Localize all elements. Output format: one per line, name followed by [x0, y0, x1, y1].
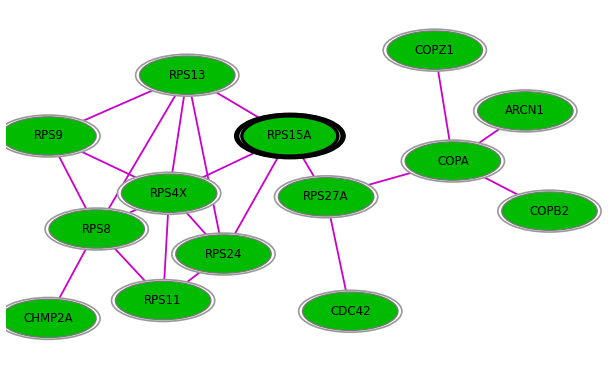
Text: COPZ1: COPZ1: [415, 44, 455, 57]
Ellipse shape: [0, 115, 100, 157]
Text: RPS27A: RPS27A: [303, 190, 349, 203]
Ellipse shape: [275, 176, 378, 218]
Ellipse shape: [405, 142, 501, 180]
Ellipse shape: [111, 280, 215, 322]
Ellipse shape: [242, 117, 338, 155]
Text: COPA: COPA: [437, 154, 469, 168]
Ellipse shape: [51, 211, 143, 247]
Ellipse shape: [299, 290, 402, 332]
Ellipse shape: [45, 208, 148, 250]
Ellipse shape: [401, 140, 505, 182]
Ellipse shape: [0, 297, 100, 339]
Ellipse shape: [244, 118, 336, 154]
Ellipse shape: [176, 235, 271, 273]
Ellipse shape: [121, 174, 217, 212]
Ellipse shape: [502, 192, 597, 230]
Ellipse shape: [503, 193, 596, 230]
Ellipse shape: [177, 236, 270, 272]
Text: CDC42: CDC42: [330, 305, 371, 318]
Text: RPS13: RPS13: [169, 69, 206, 82]
Ellipse shape: [302, 292, 398, 330]
Ellipse shape: [115, 281, 211, 320]
Ellipse shape: [1, 299, 96, 338]
Ellipse shape: [141, 57, 233, 93]
Ellipse shape: [474, 90, 577, 132]
Ellipse shape: [1, 117, 96, 155]
Ellipse shape: [498, 190, 601, 232]
Ellipse shape: [140, 56, 235, 94]
Ellipse shape: [278, 178, 374, 216]
Text: RPS4X: RPS4X: [150, 187, 188, 200]
Ellipse shape: [479, 93, 572, 129]
Text: CHMP2A: CHMP2A: [23, 312, 73, 325]
Ellipse shape: [235, 113, 345, 159]
Text: RPS11: RPS11: [144, 294, 182, 307]
Text: COPB2: COPB2: [529, 205, 570, 218]
Ellipse shape: [387, 31, 482, 69]
Ellipse shape: [49, 210, 144, 248]
Text: RPS8: RPS8: [82, 223, 111, 235]
Ellipse shape: [477, 92, 573, 130]
Ellipse shape: [172, 233, 275, 275]
Ellipse shape: [280, 178, 372, 215]
Text: RPS15A: RPS15A: [267, 130, 312, 142]
Ellipse shape: [304, 293, 397, 330]
Ellipse shape: [117, 282, 209, 319]
Ellipse shape: [118, 172, 221, 214]
Ellipse shape: [383, 29, 487, 71]
Ellipse shape: [136, 54, 239, 96]
Text: RPS24: RPS24: [205, 247, 242, 261]
Ellipse shape: [123, 175, 216, 212]
Ellipse shape: [238, 115, 342, 157]
Ellipse shape: [2, 300, 95, 337]
Ellipse shape: [389, 32, 481, 69]
Text: ARCN1: ARCN1: [505, 104, 545, 118]
Text: RPS9: RPS9: [33, 130, 63, 142]
Ellipse shape: [2, 118, 95, 154]
Ellipse shape: [407, 143, 499, 180]
